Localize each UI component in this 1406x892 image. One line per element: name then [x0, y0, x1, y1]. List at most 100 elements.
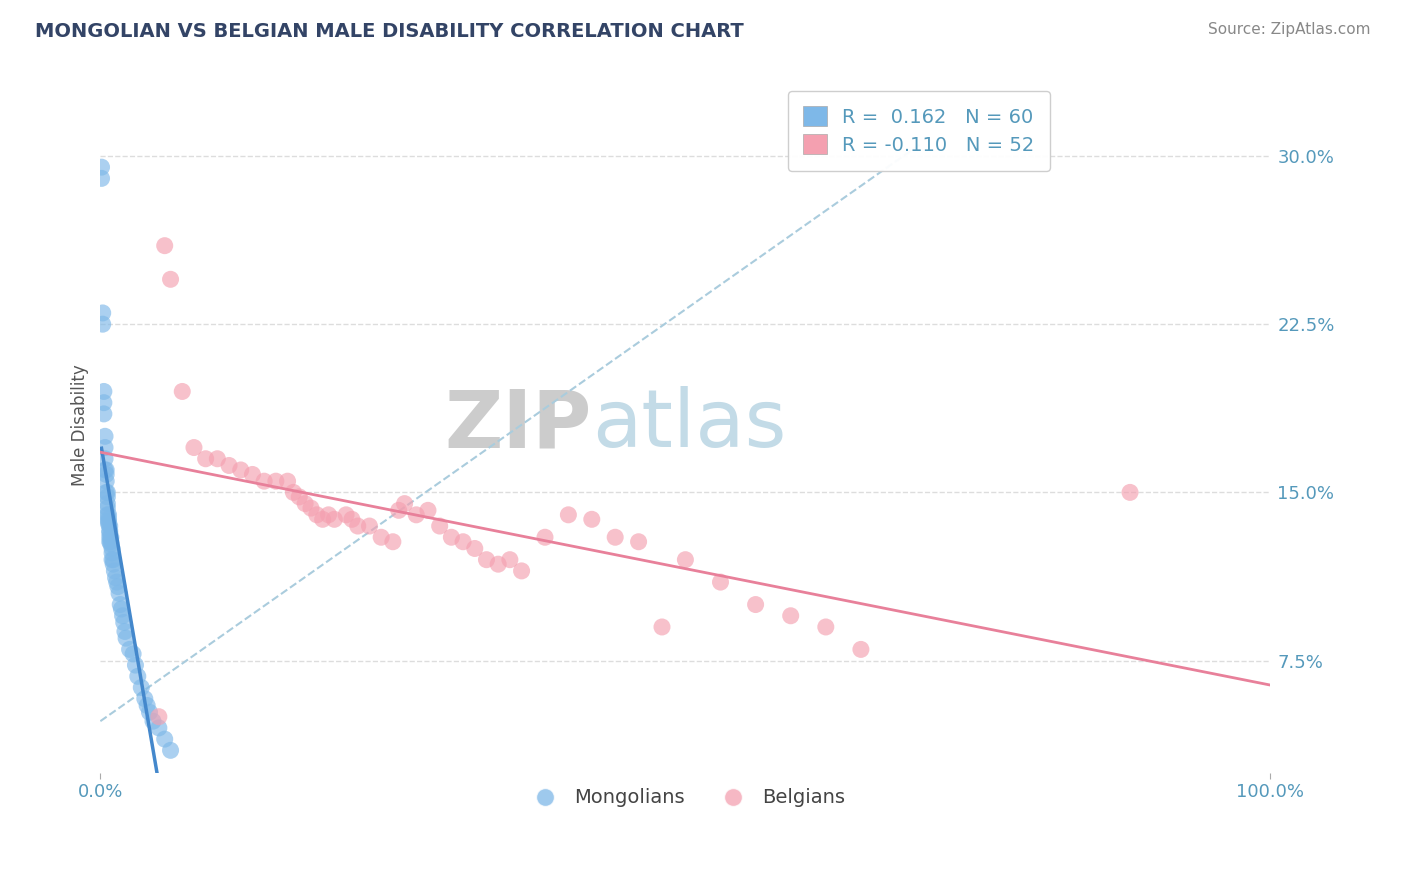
Text: ZIP: ZIP	[444, 386, 592, 464]
Text: Source: ZipAtlas.com: Source: ZipAtlas.com	[1208, 22, 1371, 37]
Point	[340, 512, 363, 526]
Point	[451, 534, 474, 549]
Point	[136, 698, 159, 713]
Point	[440, 530, 463, 544]
Point	[429, 519, 451, 533]
Point	[557, 508, 579, 522]
Point	[370, 530, 392, 544]
Point	[229, 463, 252, 477]
Point	[242, 467, 264, 482]
Point	[381, 534, 404, 549]
Text: atlas: atlas	[592, 386, 786, 464]
Legend: Mongolians, Belgians: Mongolians, Belgians	[517, 780, 853, 815]
Point	[96, 508, 118, 522]
Point	[388, 503, 411, 517]
Point	[90, 160, 112, 174]
Point	[651, 620, 673, 634]
Point	[96, 485, 118, 500]
Point	[134, 691, 156, 706]
Point	[605, 530, 627, 544]
Point	[744, 598, 766, 612]
Point	[127, 669, 149, 683]
Point	[96, 474, 118, 488]
Point	[103, 564, 125, 578]
Point	[318, 508, 340, 522]
Point	[1119, 485, 1142, 500]
Point	[98, 524, 121, 538]
Point	[93, 384, 115, 399]
Point	[98, 525, 121, 540]
Point	[346, 519, 368, 533]
Point	[148, 709, 170, 723]
Point	[91, 317, 114, 331]
Point	[101, 552, 124, 566]
Point	[311, 512, 333, 526]
Point	[101, 546, 124, 560]
Point	[405, 508, 427, 522]
Point	[486, 557, 509, 571]
Point	[153, 732, 176, 747]
Point	[779, 608, 801, 623]
Point	[673, 552, 696, 566]
Point	[93, 407, 115, 421]
Point	[96, 463, 118, 477]
Point	[277, 474, 299, 488]
Point	[96, 497, 118, 511]
Point	[142, 714, 165, 728]
Point	[709, 575, 731, 590]
Point	[359, 519, 381, 533]
Point	[172, 384, 194, 399]
Point	[416, 503, 439, 517]
Point	[153, 238, 176, 252]
Point	[534, 530, 557, 544]
Text: MONGOLIAN VS BELGIAN MALE DISABILITY CORRELATION CHART: MONGOLIAN VS BELGIAN MALE DISABILITY COR…	[35, 22, 744, 41]
Point	[100, 534, 122, 549]
Point	[159, 272, 181, 286]
Point	[108, 586, 131, 600]
Point	[96, 485, 118, 500]
Point	[94, 451, 117, 466]
Point	[112, 615, 135, 630]
Point	[122, 647, 145, 661]
Point	[335, 508, 357, 522]
Point	[110, 602, 132, 616]
Point	[96, 467, 118, 482]
Point	[107, 580, 129, 594]
Y-axis label: Male Disability: Male Disability	[72, 364, 89, 486]
Point	[194, 451, 217, 466]
Point	[849, 642, 872, 657]
Point	[101, 541, 124, 556]
Point	[100, 530, 122, 544]
Point	[97, 516, 120, 531]
Point	[97, 512, 120, 526]
Point	[103, 557, 125, 571]
Point	[97, 508, 120, 522]
Point	[94, 441, 117, 455]
Point	[581, 512, 603, 526]
Point	[91, 306, 114, 320]
Point	[253, 474, 276, 488]
Point	[114, 624, 136, 639]
Point	[98, 530, 121, 544]
Point	[124, 658, 146, 673]
Point	[110, 598, 132, 612]
Point	[814, 620, 837, 634]
Point	[115, 631, 138, 645]
Point	[93, 395, 115, 409]
Point	[118, 642, 141, 657]
Point	[499, 552, 522, 566]
Point	[96, 501, 118, 516]
Point	[100, 537, 122, 551]
Point	[183, 441, 205, 455]
Point	[105, 575, 128, 590]
Point	[283, 485, 305, 500]
Point	[294, 497, 316, 511]
Point	[131, 681, 153, 695]
Point	[627, 534, 650, 549]
Point	[394, 497, 416, 511]
Point	[510, 564, 533, 578]
Point	[98, 534, 121, 549]
Point	[98, 519, 121, 533]
Point	[103, 552, 125, 566]
Point	[111, 608, 134, 623]
